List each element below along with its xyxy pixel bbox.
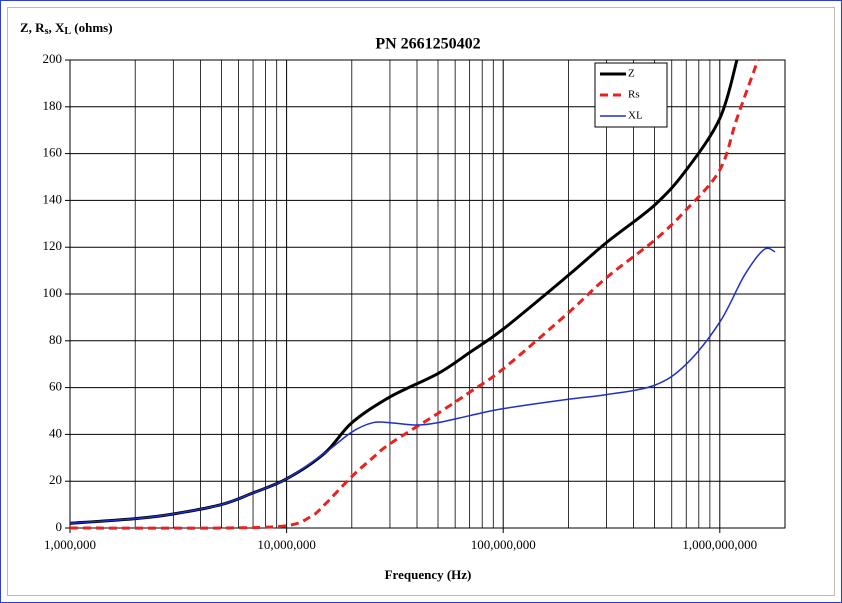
legend-label: XL bbox=[628, 110, 643, 122]
y-tick-label: 80 bbox=[49, 332, 62, 347]
x-tick-label: 100,000,000 bbox=[471, 537, 536, 552]
y-tick-label: 100 bbox=[43, 285, 63, 300]
y-label-part: , X bbox=[48, 20, 65, 35]
series-line bbox=[70, 247, 776, 525]
y-tick-label: 120 bbox=[43, 238, 63, 253]
y-label-subscript: L bbox=[64, 26, 71, 37]
y-label-part: Z, R bbox=[20, 20, 45, 35]
y-tick-label: 60 bbox=[49, 379, 62, 394]
y-tick-label: 160 bbox=[43, 145, 63, 160]
chart-frame bbox=[7, 7, 835, 596]
y-tick-label: 200 bbox=[43, 51, 63, 66]
plot-border bbox=[69, 59, 786, 529]
x-tick-label: 1,000,000 bbox=[44, 537, 96, 552]
legend-label: Rs bbox=[628, 89, 640, 101]
chart-title: PN 2661250402 bbox=[375, 36, 480, 53]
series-line bbox=[70, 59, 760, 530]
y-tick-label: 20 bbox=[49, 472, 62, 487]
y-tick-label: 40 bbox=[49, 425, 62, 440]
y-axis-label: Z, Rs, XL (ohms) bbox=[20, 20, 113, 37]
legend-label: Z bbox=[628, 68, 635, 80]
y-tick-label: 140 bbox=[43, 191, 63, 206]
y-tick-label: 180 bbox=[43, 98, 63, 113]
y-label-part: (ohms) bbox=[71, 20, 113, 35]
y-tick-label: 0 bbox=[56, 519, 63, 534]
x-axis-label: Frequency (Hz) bbox=[385, 567, 472, 582]
x-tick-label: 1,000,000,000 bbox=[682, 537, 757, 552]
x-tick-label: 10,000,000 bbox=[257, 537, 316, 552]
y-label-subscript: s bbox=[45, 26, 49, 37]
